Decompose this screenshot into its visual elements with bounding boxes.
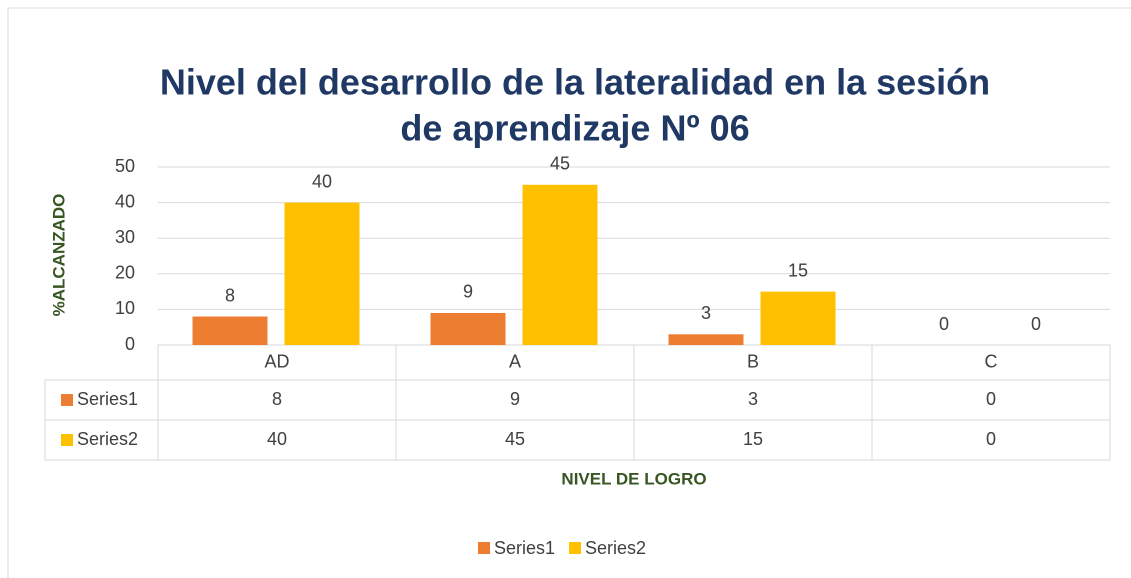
bar — [760, 291, 836, 345]
data-label: 0 — [1031, 314, 1041, 334]
table-value: 8 — [272, 389, 282, 409]
y-tick-label: 10 — [115, 298, 135, 318]
table-cell — [44, 419, 1111, 461]
data-label: 8 — [225, 285, 235, 305]
y-tick-label: 40 — [115, 191, 135, 211]
table-value: 0 — [986, 429, 996, 449]
legend-label: Series2 — [585, 538, 646, 558]
bar — [284, 202, 360, 345]
x-tick-label: B — [747, 351, 759, 371]
data-label: 0 — [939, 314, 949, 334]
data-label: 9 — [463, 282, 473, 302]
y-axis-title: %ALCANZADO — [49, 194, 68, 317]
legend-key — [478, 542, 490, 554]
table-value: 15 — [743, 429, 763, 449]
table-value: 40 — [267, 429, 287, 449]
chart-title: de aprendizaje Nº 06 — [400, 108, 749, 149]
x-tick-label: A — [509, 351, 521, 371]
chart-title: Nivel del desarrollo de la lateralidad e… — [160, 62, 990, 103]
x-axis-title: NIVEL DE LOGRO — [561, 469, 706, 488]
table-series-name: Series1 — [77, 389, 138, 409]
y-tick-label: 20 — [115, 263, 135, 283]
data-label: 3 — [701, 303, 711, 323]
x-tick-label: C — [985, 351, 998, 371]
bar — [522, 184, 598, 345]
data-label: 15 — [788, 260, 808, 280]
bar — [192, 316, 268, 345]
table-value: 0 — [986, 389, 996, 409]
table-value: 45 — [505, 429, 525, 449]
legend-label: Series1 — [494, 538, 555, 558]
y-tick-label: 0 — [125, 334, 135, 354]
table-value: 9 — [510, 389, 520, 409]
table-series-name: Series2 — [77, 429, 138, 449]
x-tick-label: AD — [264, 351, 289, 371]
bar — [668, 334, 744, 345]
data-label: 40 — [312, 171, 332, 191]
y-tick-label: 50 — [115, 156, 135, 176]
legend-key — [569, 542, 582, 554]
table-value: 3 — [748, 389, 758, 409]
table-legend-key — [61, 434, 73, 446]
y-tick-label: 30 — [115, 227, 135, 247]
data-label: 45 — [550, 154, 570, 174]
table-legend-key — [61, 394, 73, 406]
bar — [430, 312, 506, 345]
